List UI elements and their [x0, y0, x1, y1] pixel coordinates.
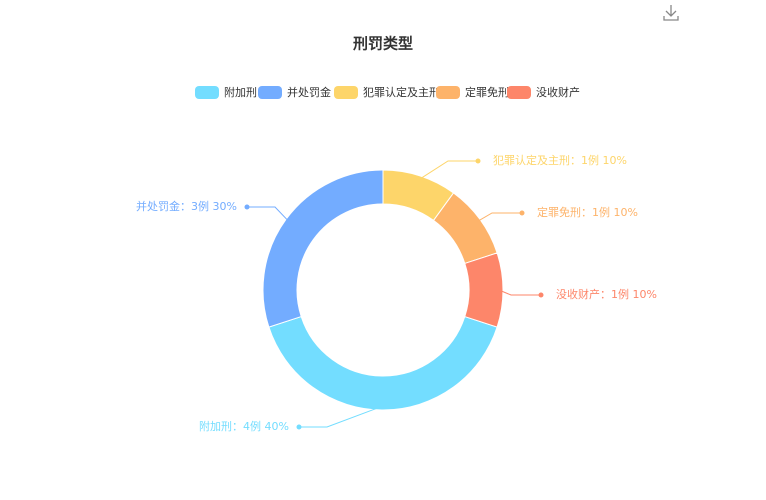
- leader-dot: [538, 292, 544, 298]
- leader-dot: [475, 158, 481, 164]
- legend-swatch: [436, 86, 460, 99]
- legend-label: 犯罪认定及主刑: [363, 85, 440, 99]
- data-label: 没收财产：1例 10%: [556, 287, 657, 301]
- legend-label: 定罪免刑: [465, 85, 509, 99]
- legend-swatch: [258, 86, 282, 99]
- data-label: 定罪免刑：1例 10%: [537, 205, 638, 219]
- leader-dot: [244, 204, 250, 210]
- leader-line: [247, 206, 290, 223]
- leader-line: [498, 289, 541, 296]
- download-button[interactable]: [663, 5, 679, 21]
- chart-title: 刑罚类型: [353, 35, 413, 53]
- legend-swatch: [195, 86, 219, 99]
- legend-swatch: [507, 86, 531, 99]
- legend-label: 并处罚金: [287, 85, 331, 99]
- donut-slice: [464, 252, 504, 328]
- donut-slice: [262, 169, 384, 328]
- legend-label: 附加刑: [224, 85, 257, 99]
- data-label: 附加刑：4例 40%: [199, 419, 289, 433]
- leader-dot: [519, 210, 525, 216]
- leader-line: [476, 212, 522, 223]
- donut-slice: [268, 315, 498, 411]
- leader-line: [299, 405, 384, 428]
- data-label: 并处罚金：3例 30%: [136, 199, 237, 213]
- leader-dot: [296, 424, 302, 430]
- legend-label: 没收财产: [536, 85, 580, 99]
- download-icon[interactable]: [663, 5, 679, 21]
- legend-swatch: [334, 86, 358, 99]
- leader-line: [418, 160, 478, 181]
- data-label: 犯罪认定及主刑：1例 10%: [493, 153, 627, 167]
